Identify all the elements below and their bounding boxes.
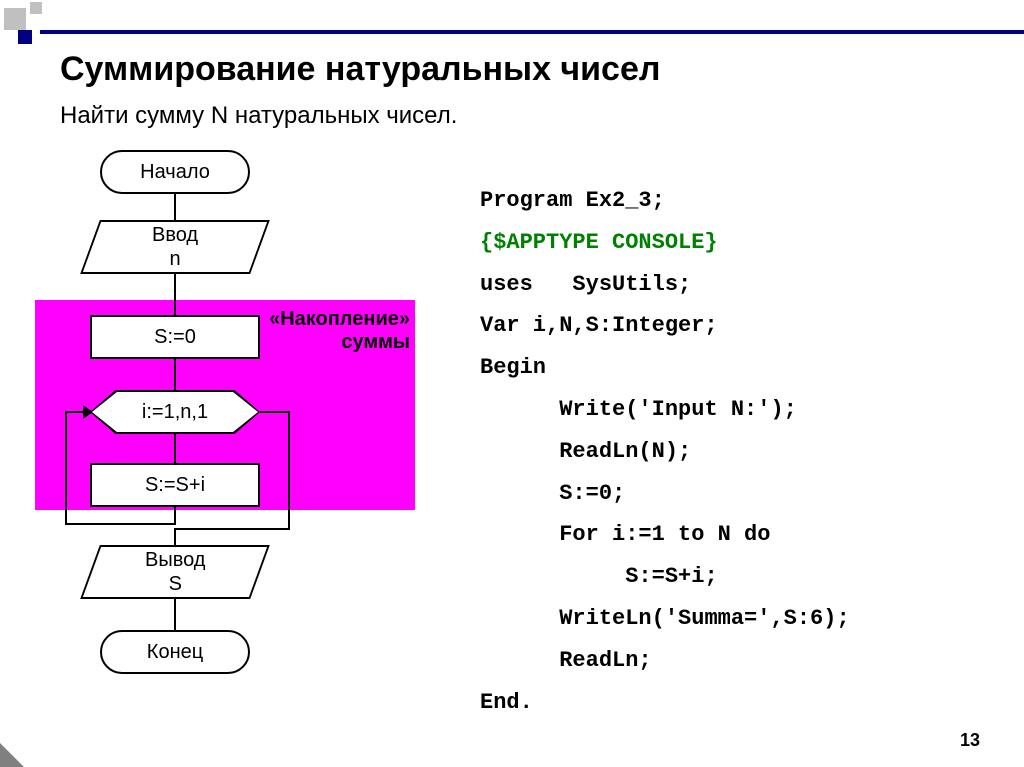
- node-input-label: Вводn: [152, 223, 198, 271]
- edge: [174, 274, 176, 315]
- code-line: Var i,N,S:Integer;: [480, 313, 718, 338]
- code-line: End.: [480, 690, 533, 715]
- node-start-label: Начало: [140, 161, 210, 184]
- node-init: S:=0: [90, 315, 260, 359]
- edge-exit: [260, 411, 290, 413]
- code-line: WriteLn('Summa=',S:6);: [480, 606, 850, 631]
- node-loop-label: i:=1,n,1: [142, 401, 208, 424]
- node-end: Конец: [100, 630, 250, 674]
- code-line: {$APPTYPE CONSOLE}: [480, 230, 718, 255]
- page-title: Суммирование натуральных чисел: [60, 50, 660, 89]
- deco-sq-2: [30, 2, 42, 14]
- code-line: For i:=1 to N do: [480, 522, 770, 547]
- header-rule: [40, 30, 1024, 34]
- edge-back: [65, 523, 176, 525]
- node-start: Начало: [100, 150, 250, 194]
- node-output-label: ВыводS: [145, 548, 205, 596]
- deco-sq-1: [4, 8, 26, 30]
- hex-face: i:=1,n,1: [92, 392, 258, 432]
- node-body-label: S:=S+i: [145, 474, 205, 497]
- code-line: ReadLn(N);: [480, 439, 691, 464]
- node-output: ВыводS: [80, 545, 270, 599]
- code-line: Write('Input N:');: [480, 397, 797, 422]
- code-listing: Program Ex2_3; {$APPTYPE CONSOLE} uses S…: [480, 180, 850, 723]
- edge-exit: [174, 528, 290, 530]
- node-body: S:=S+i: [90, 463, 260, 507]
- deco-sq-3: [18, 30, 32, 44]
- corner-shadow-icon: [0, 743, 24, 767]
- edge-back: [65, 411, 85, 413]
- edge-back: [65, 411, 67, 525]
- edge-exit: [288, 411, 290, 530]
- accumulation-label: «Накопление» суммы: [240, 308, 410, 354]
- edge: [174, 599, 176, 630]
- code-line: Program Ex2_3;: [480, 188, 665, 213]
- code-line: S:=S+i;: [480, 564, 718, 589]
- node-loop: i:=1,n,1: [90, 390, 260, 434]
- node-input: Вводn: [80, 220, 270, 274]
- edge: [174, 434, 176, 463]
- annot-line1: «Накопление»: [240, 308, 410, 331]
- node-end-label: Конец: [147, 641, 203, 664]
- node-init-label: S:=0: [154, 326, 196, 349]
- code-line: S:=0;: [480, 481, 625, 506]
- code-line: uses SysUtils;: [480, 272, 691, 297]
- page-subtitle: Найти сумму N натуральных чисел.: [60, 102, 457, 130]
- flowchart: «Накопление» суммы Начало Вводn S:=0 i:=…: [35, 150, 435, 710]
- code-line: Begin: [480, 355, 546, 380]
- edge: [174, 194, 176, 220]
- edge-exit: [174, 528, 176, 545]
- edge: [174, 359, 176, 390]
- page-number: 13: [960, 730, 980, 751]
- code-line: ReadLn;: [480, 648, 652, 673]
- annot-line2: суммы: [240, 331, 410, 354]
